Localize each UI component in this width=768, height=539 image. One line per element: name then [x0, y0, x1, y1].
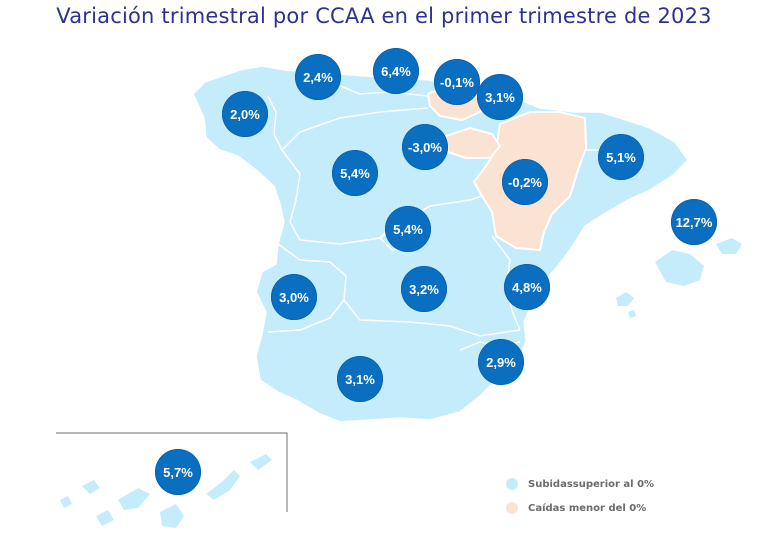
legend-label-rise: Subidassuperior al 0%	[528, 478, 655, 490]
bubble-extremadura: 3,0%	[271, 274, 317, 320]
bubble-asturias: 2,4%	[295, 54, 341, 100]
bubble-andalucia: 3,1%	[337, 356, 383, 402]
map-title: Variación trimestral por CCAA en el prim…	[56, 4, 712, 28]
bubble-galicia: 2,0%	[222, 91, 268, 137]
bubble-aragon: -0,2%	[502, 159, 548, 205]
legend-item-fall: Caídas menor del 0%	[506, 496, 654, 520]
bubble-cantabria: 6,4%	[373, 48, 419, 94]
bubble-navarra: 3,1%	[477, 74, 523, 120]
bubble-c-valenciana: 4,8%	[504, 264, 550, 310]
legend: Subidassuperior al 0% Caídas menor del 0…	[506, 472, 654, 520]
bubble-canarias: 5,7%	[155, 449, 201, 495]
bubble-madrid: 5,4%	[385, 206, 431, 252]
bubble-castilla-y-leon: 5,4%	[332, 150, 378, 196]
canary-islands	[60, 454, 272, 528]
legend-label-fall: Caídas menor del 0%	[528, 502, 647, 514]
legend-swatch-rise	[506, 478, 518, 490]
la-rioja-shape	[444, 126, 502, 159]
bubble-cataluna: 5,1%	[598, 134, 644, 180]
bubble-murcia: 2,9%	[478, 339, 524, 385]
bubble-pais-vasco: -0,1%	[434, 59, 480, 105]
bubble-castilla-la-mancha: 3,2%	[401, 266, 447, 312]
legend-swatch-fall	[506, 502, 518, 514]
bubble-la-rioja: -3,0%	[402, 124, 448, 170]
balearic-islands	[616, 238, 742, 318]
bubble-baleares: 12,7%	[671, 199, 717, 245]
canarias-inset-frame	[56, 432, 288, 512]
legend-item-rise: Subidassuperior al 0%	[506, 472, 654, 496]
